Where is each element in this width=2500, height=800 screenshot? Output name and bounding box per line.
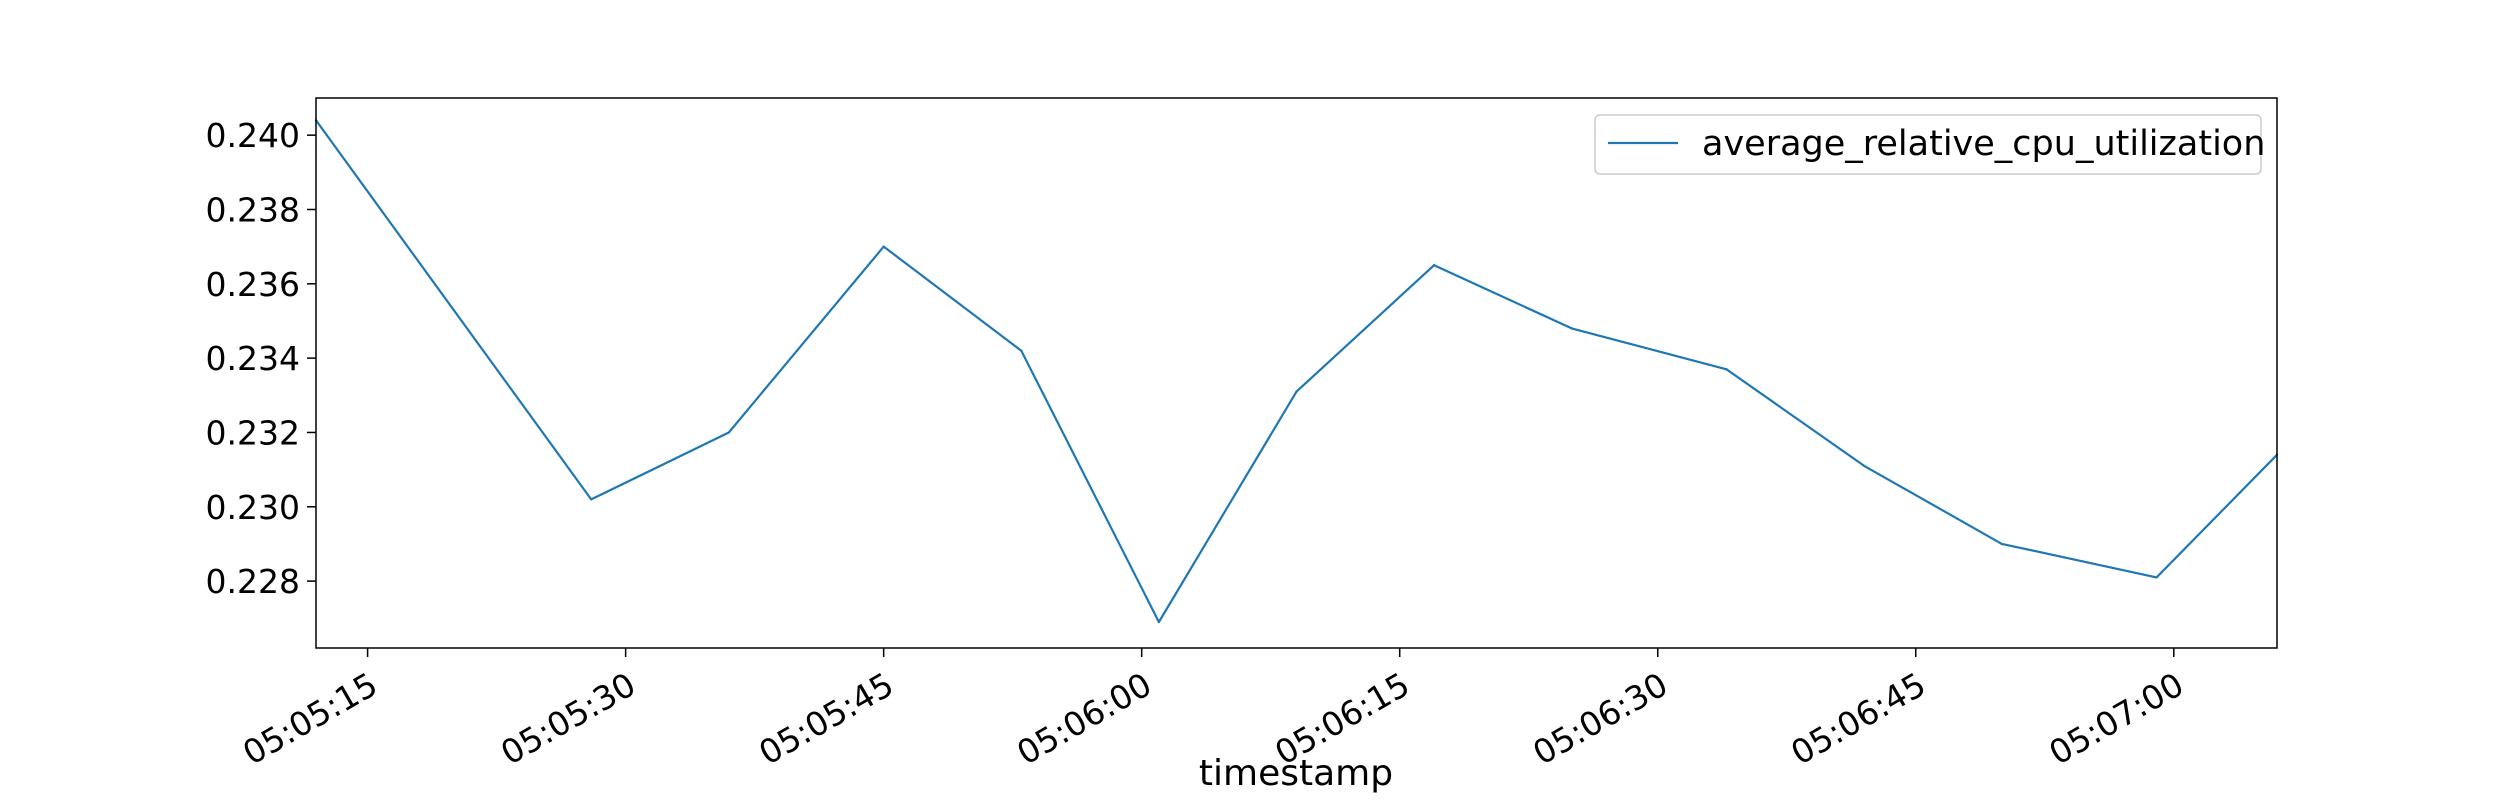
data-point bbox=[1862, 464, 1866, 468]
x-tick-label: 05:05:15 bbox=[236, 665, 384, 773]
y-tick-label: 0.238 bbox=[206, 190, 300, 229]
data-point bbox=[1432, 264, 1436, 267]
x-tick-label: 05:05:30 bbox=[494, 665, 642, 773]
x-tick-label: 05:06:45 bbox=[1784, 665, 1932, 773]
x-tick-label: 05:06:00 bbox=[1010, 665, 1158, 773]
data-point bbox=[2155, 576, 2158, 579]
data-point bbox=[727, 431, 731, 434]
x-tick-label: 05:06:30 bbox=[1526, 665, 1674, 773]
legend-label: average_relative_cpu_utilization bbox=[1702, 124, 2265, 164]
y-tick-label: 0.236 bbox=[206, 265, 300, 304]
y-axis-ticks: 0.228 0.230 0.232 0.234 0.236 0.238 0.240 bbox=[206, 116, 316, 601]
legend-box bbox=[1594, 114, 2262, 175]
data-point bbox=[1295, 390, 1298, 393]
x-tick-label: 05:07:00 bbox=[2042, 665, 2190, 773]
data-point bbox=[590, 498, 593, 501]
x-axis-label: timestamp bbox=[1199, 753, 1393, 794]
data-point bbox=[2000, 542, 2003, 546]
plot-frame bbox=[315, 97, 2278, 649]
data-point bbox=[1725, 368, 1728, 371]
y-tick-label: 0.230 bbox=[206, 488, 300, 527]
plot-area bbox=[316, 98, 2277, 648]
x-tick-label: 05:05:45 bbox=[752, 665, 900, 773]
data-point bbox=[1157, 620, 1161, 624]
data-point bbox=[1570, 327, 1573, 330]
data-point bbox=[1020, 349, 1023, 352]
series-line-average-relative-cpu-utilization bbox=[315, 119, 2278, 624]
data-point bbox=[882, 245, 885, 248]
y-tick-label: 0.232 bbox=[206, 413, 300, 452]
y-tick-label: 0.240 bbox=[206, 116, 300, 155]
y-tick-label: 0.234 bbox=[206, 339, 300, 378]
legend: average_relative_cpu_utilization bbox=[1594, 114, 2265, 175]
y-tick-label: 0.228 bbox=[206, 562, 300, 601]
